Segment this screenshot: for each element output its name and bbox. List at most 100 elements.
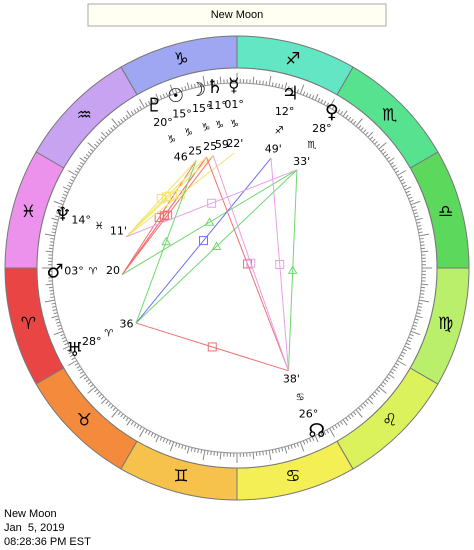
- degree-tick: [184, 86, 187, 91]
- planet-glyph: ☿: [228, 75, 240, 97]
- planet-glyph: ☊: [308, 420, 325, 442]
- degree-tick: [296, 442, 300, 447]
- degree-tick: [302, 440, 306, 445]
- degree-tick: [357, 125, 362, 129]
- degree-tick: [334, 107, 338, 112]
- degree-tick: [416, 312, 421, 315]
- degree-tick: [184, 445, 187, 450]
- degree-tick: [350, 413, 354, 418]
- degree-tick: [66, 348, 71, 352]
- footer-event: New Moon: [4, 508, 57, 520]
- degree-tick: [57, 324, 62, 327]
- degree-tick: [100, 136, 105, 140]
- planet-sign: ♈: [89, 266, 98, 277]
- degree-tick: [395, 362, 400, 366]
- degree-tick: [139, 98, 145, 109]
- degree-tick: [136, 424, 140, 429]
- degree-tick: [415, 217, 423, 221]
- degree-tick: [64, 190, 69, 194]
- aspect-glyph: [246, 258, 256, 268]
- degree-tick: [105, 400, 109, 405]
- degree-tick: [365, 131, 369, 136]
- degree-tick: [271, 82, 274, 87]
- degree-tick: [369, 396, 374, 400]
- planet-glyph: ♇: [146, 94, 163, 116]
- planet-minutes: 49': [265, 142, 282, 155]
- degree-tick: [391, 164, 396, 168]
- degree-tick: [262, 451, 264, 456]
- degree-tick: [144, 102, 148, 107]
- planet-minutes: 36: [120, 317, 134, 330]
- degree-tick: [71, 175, 76, 179]
- degree-tick: [281, 84, 284, 89]
- degree-tick: [384, 153, 389, 158]
- degree-tick: [186, 82, 190, 90]
- header-title: New Moon: [211, 9, 264, 21]
- aspect-line: [126, 169, 298, 238]
- aspect-line: [125, 156, 207, 238]
- zodiac-glyph: ♏: [382, 105, 397, 125]
- degree-tick: [181, 87, 184, 92]
- degree-tick: [323, 100, 327, 105]
- planet-glyph: ♅: [66, 339, 83, 361]
- degree-tick: [125, 417, 129, 422]
- degree-tick: [329, 98, 335, 109]
- degree-tick: [382, 151, 387, 155]
- degree-tick: [112, 125, 117, 129]
- aspect-line: [121, 169, 298, 276]
- degree-tick: [400, 178, 405, 182]
- degree-tick: [362, 402, 367, 407]
- degree-tick: [51, 217, 59, 221]
- zodiac-glyph: ♐: [285, 49, 300, 69]
- degree-tick: [360, 127, 364, 131]
- degree-tick: [136, 107, 140, 112]
- degree-tick: [278, 83, 281, 88]
- planet-sign: ♑: [215, 120, 224, 131]
- degree-tick: [78, 368, 83, 372]
- degree-tick: [296, 89, 300, 94]
- degree-tick: [64, 342, 69, 346]
- degree-tick: [360, 405, 364, 409]
- degree-tick: [159, 95, 163, 100]
- planet-minutes: 38': [283, 372, 300, 385]
- zodiac-glyph: ♌: [382, 411, 397, 431]
- degree-tick: [155, 93, 160, 101]
- degree-tick: [111, 409, 119, 418]
- degree-tick: [94, 143, 98, 148]
- degree-tick: [112, 407, 117, 411]
- aspect-line: [135, 169, 298, 324]
- degree-tick: [56, 321, 61, 324]
- degree-tick: [79, 157, 86, 163]
- degree-tick: [122, 116, 127, 121]
- degree-tick: [331, 426, 335, 431]
- degree-tick: [353, 411, 357, 416]
- degree-tick: [350, 118, 354, 123]
- aspect-glyph: [287, 265, 298, 274]
- degree-tick: [284, 82, 288, 90]
- degree-tick: [326, 102, 330, 107]
- degree-tick: [417, 224, 422, 227]
- planet-degree: 12°: [275, 105, 295, 118]
- degree-tick: [378, 142, 387, 150]
- footer-time: 08:28:36 PM EST: [4, 536, 91, 548]
- degree-tick: [362, 129, 367, 134]
- degree-tick: [85, 378, 90, 383]
- degree-tick: [169, 441, 175, 452]
- degree-tick: [122, 415, 127, 420]
- degree-tick: [420, 293, 425, 295]
- degree-tick: [45, 283, 53, 286]
- degree-tick: [293, 88, 296, 93]
- degree-tick: [120, 413, 124, 418]
- degree-tick: [74, 362, 79, 366]
- degree-tick: [62, 186, 70, 191]
- degree-tick: [317, 434, 321, 439]
- degree-tick: [165, 92, 169, 97]
- degree-tick: [299, 84, 305, 95]
- degree-tick: [94, 388, 98, 393]
- degree-tick: [61, 196, 66, 200]
- planet-minutes: 59: [215, 138, 229, 151]
- planet-glyph: ♃: [282, 82, 299, 104]
- degree-tick: [416, 221, 421, 224]
- degree-tick: [390, 161, 394, 165]
- degree-tick: [420, 241, 425, 243]
